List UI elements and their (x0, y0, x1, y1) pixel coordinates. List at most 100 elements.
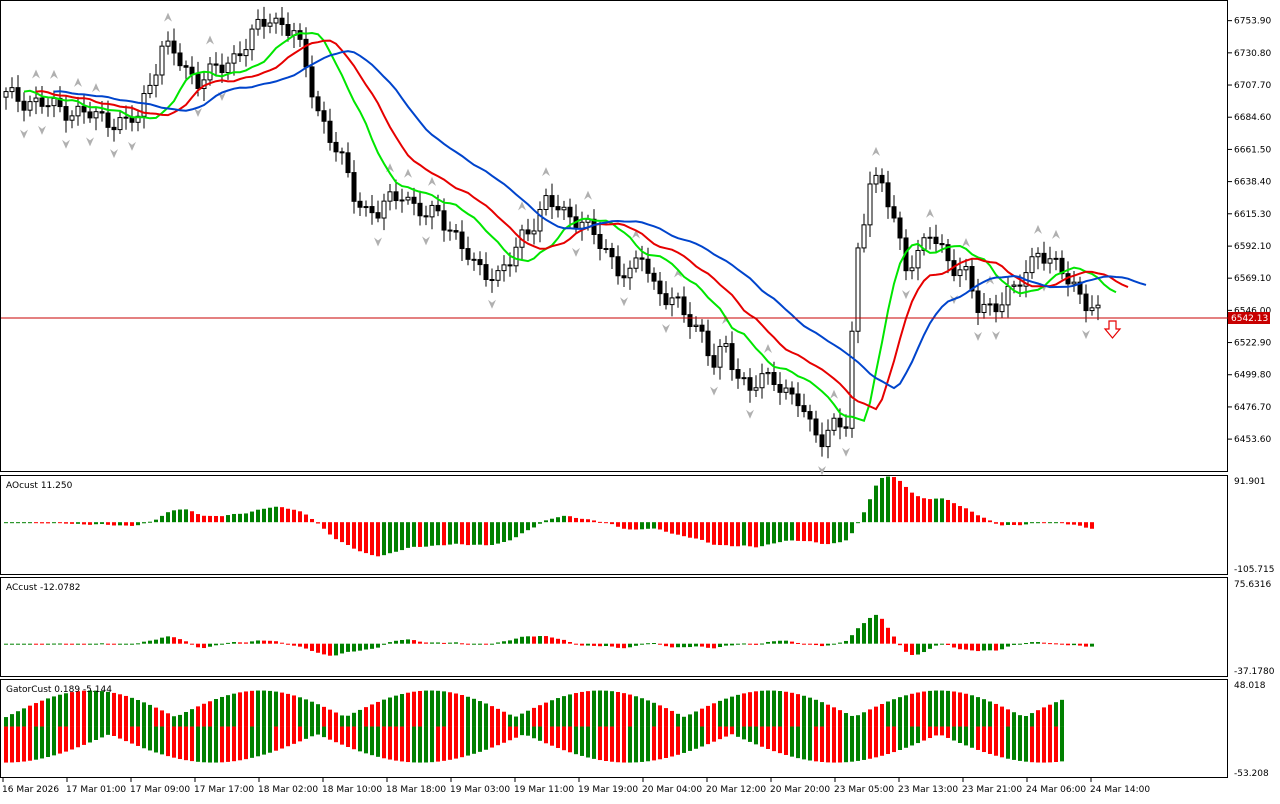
ao-bar (532, 522, 536, 528)
gator-lower-bar (40, 726, 44, 759)
gator-lower-bar (76, 726, 80, 748)
fractal-down-icon (86, 137, 94, 147)
gator-lower-bar (568, 726, 572, 753)
gator-lower-bar (292, 726, 296, 744)
gator-upper-bar (184, 711, 188, 727)
gator-upper-bar (322, 706, 326, 727)
ao-bar (76, 522, 80, 524)
gator-upper-bar (496, 708, 500, 727)
candle-body (861, 224, 867, 249)
candle-body (81, 105, 87, 113)
gator-lower-bar (784, 726, 788, 755)
ao-bar (856, 522, 860, 524)
ac-bar (340, 643, 344, 654)
gator-lower-bar (934, 726, 938, 736)
gator-lower-bar (982, 726, 986, 753)
ao-bar (268, 507, 272, 523)
ac-bar (448, 642, 452, 644)
ao-bar (1024, 522, 1028, 525)
ao-bar (1042, 522, 1046, 524)
gator-upper-bar (418, 690, 422, 727)
main-price-panel[interactable] (0, 0, 1228, 472)
candle-body (555, 206, 561, 211)
ao-bar (1012, 522, 1016, 525)
gator-lower-bar (1006, 726, 1010, 759)
candle-body (753, 387, 759, 391)
ac-bar (694, 643, 698, 647)
ac-bar (100, 643, 104, 645)
candle-body (63, 106, 69, 121)
gator-lower-bar (586, 726, 590, 758)
ac-bar (940, 643, 944, 645)
gator-lower-bar (370, 726, 374, 756)
ac-bar (508, 640, 512, 644)
fractal-down-icon (902, 290, 910, 300)
candle-body (873, 174, 879, 185)
ao-bar (376, 522, 380, 557)
gator-upper-bar (40, 700, 44, 727)
gator-lower-bar (184, 726, 188, 761)
gator-lower-bar (88, 726, 92, 743)
ac-bar (136, 643, 140, 645)
ao-bar (694, 522, 698, 539)
candle-body (315, 96, 321, 112)
candle-body (1095, 304, 1101, 309)
gator-lower-bar (694, 726, 698, 749)
gator-upper-bar (1000, 706, 1004, 727)
ac-bar (946, 643, 950, 645)
ao-bar (796, 522, 800, 541)
ac-bar (604, 643, 608, 647)
gator-lower-bar (388, 726, 392, 760)
gator-lower-bar (724, 726, 728, 737)
ac-bar (40, 643, 44, 645)
candle-body (375, 212, 381, 219)
gator-lower-bar (928, 726, 932, 739)
ac-bar (160, 637, 164, 644)
ac-bar (286, 643, 290, 645)
candle-body (813, 418, 819, 436)
ao-bar (676, 522, 680, 535)
ao-panel[interactable] (0, 475, 1228, 575)
gator-lower-bar (706, 726, 710, 745)
gator-upper-bar (100, 691, 104, 727)
ac-panel[interactable] (0, 577, 1228, 677)
ao-bar (880, 477, 884, 523)
candle-body (105, 112, 111, 128)
ao-bar (310, 518, 314, 523)
candle-body (885, 182, 891, 208)
candle-body (711, 355, 717, 368)
gator-lower-bar (130, 726, 134, 744)
gator-upper-bar (808, 697, 812, 727)
ac-bar (982, 643, 986, 651)
gator-upper-bar (154, 707, 158, 727)
gator-lower-bar (268, 726, 272, 753)
gator-upper-bar (226, 695, 230, 727)
candle-body (651, 272, 657, 282)
gator-lower-bar (4, 726, 8, 763)
candle-body (1029, 256, 1035, 274)
x-tick-label: 19 Mar 11:00 (514, 785, 574, 795)
candle-body (429, 204, 435, 218)
candle-body (525, 229, 531, 235)
candle-body (765, 372, 771, 375)
ac-max-label: 75.6316 (1234, 580, 1271, 590)
candle-body (579, 221, 585, 229)
ac-bar (682, 643, 686, 648)
gator-lower-bar (646, 726, 650, 762)
candle-body (45, 105, 51, 108)
fractal-down-icon (710, 386, 718, 396)
ao-bar (670, 522, 674, 534)
gator-upper-bar (592, 690, 596, 727)
fractal-up-icon (206, 35, 214, 45)
x-tick-label: 19 Mar 19:00 (578, 785, 638, 795)
ao-bar (1006, 522, 1010, 525)
ao-bar (286, 508, 290, 523)
gator-lower-bar (580, 726, 584, 756)
gator-upper-bar (352, 712, 356, 727)
x-tick-label: 18 Mar 02:00 (258, 785, 318, 795)
candle-body (249, 28, 255, 51)
candle-body (639, 257, 645, 260)
ao-bar (40, 522, 44, 524)
